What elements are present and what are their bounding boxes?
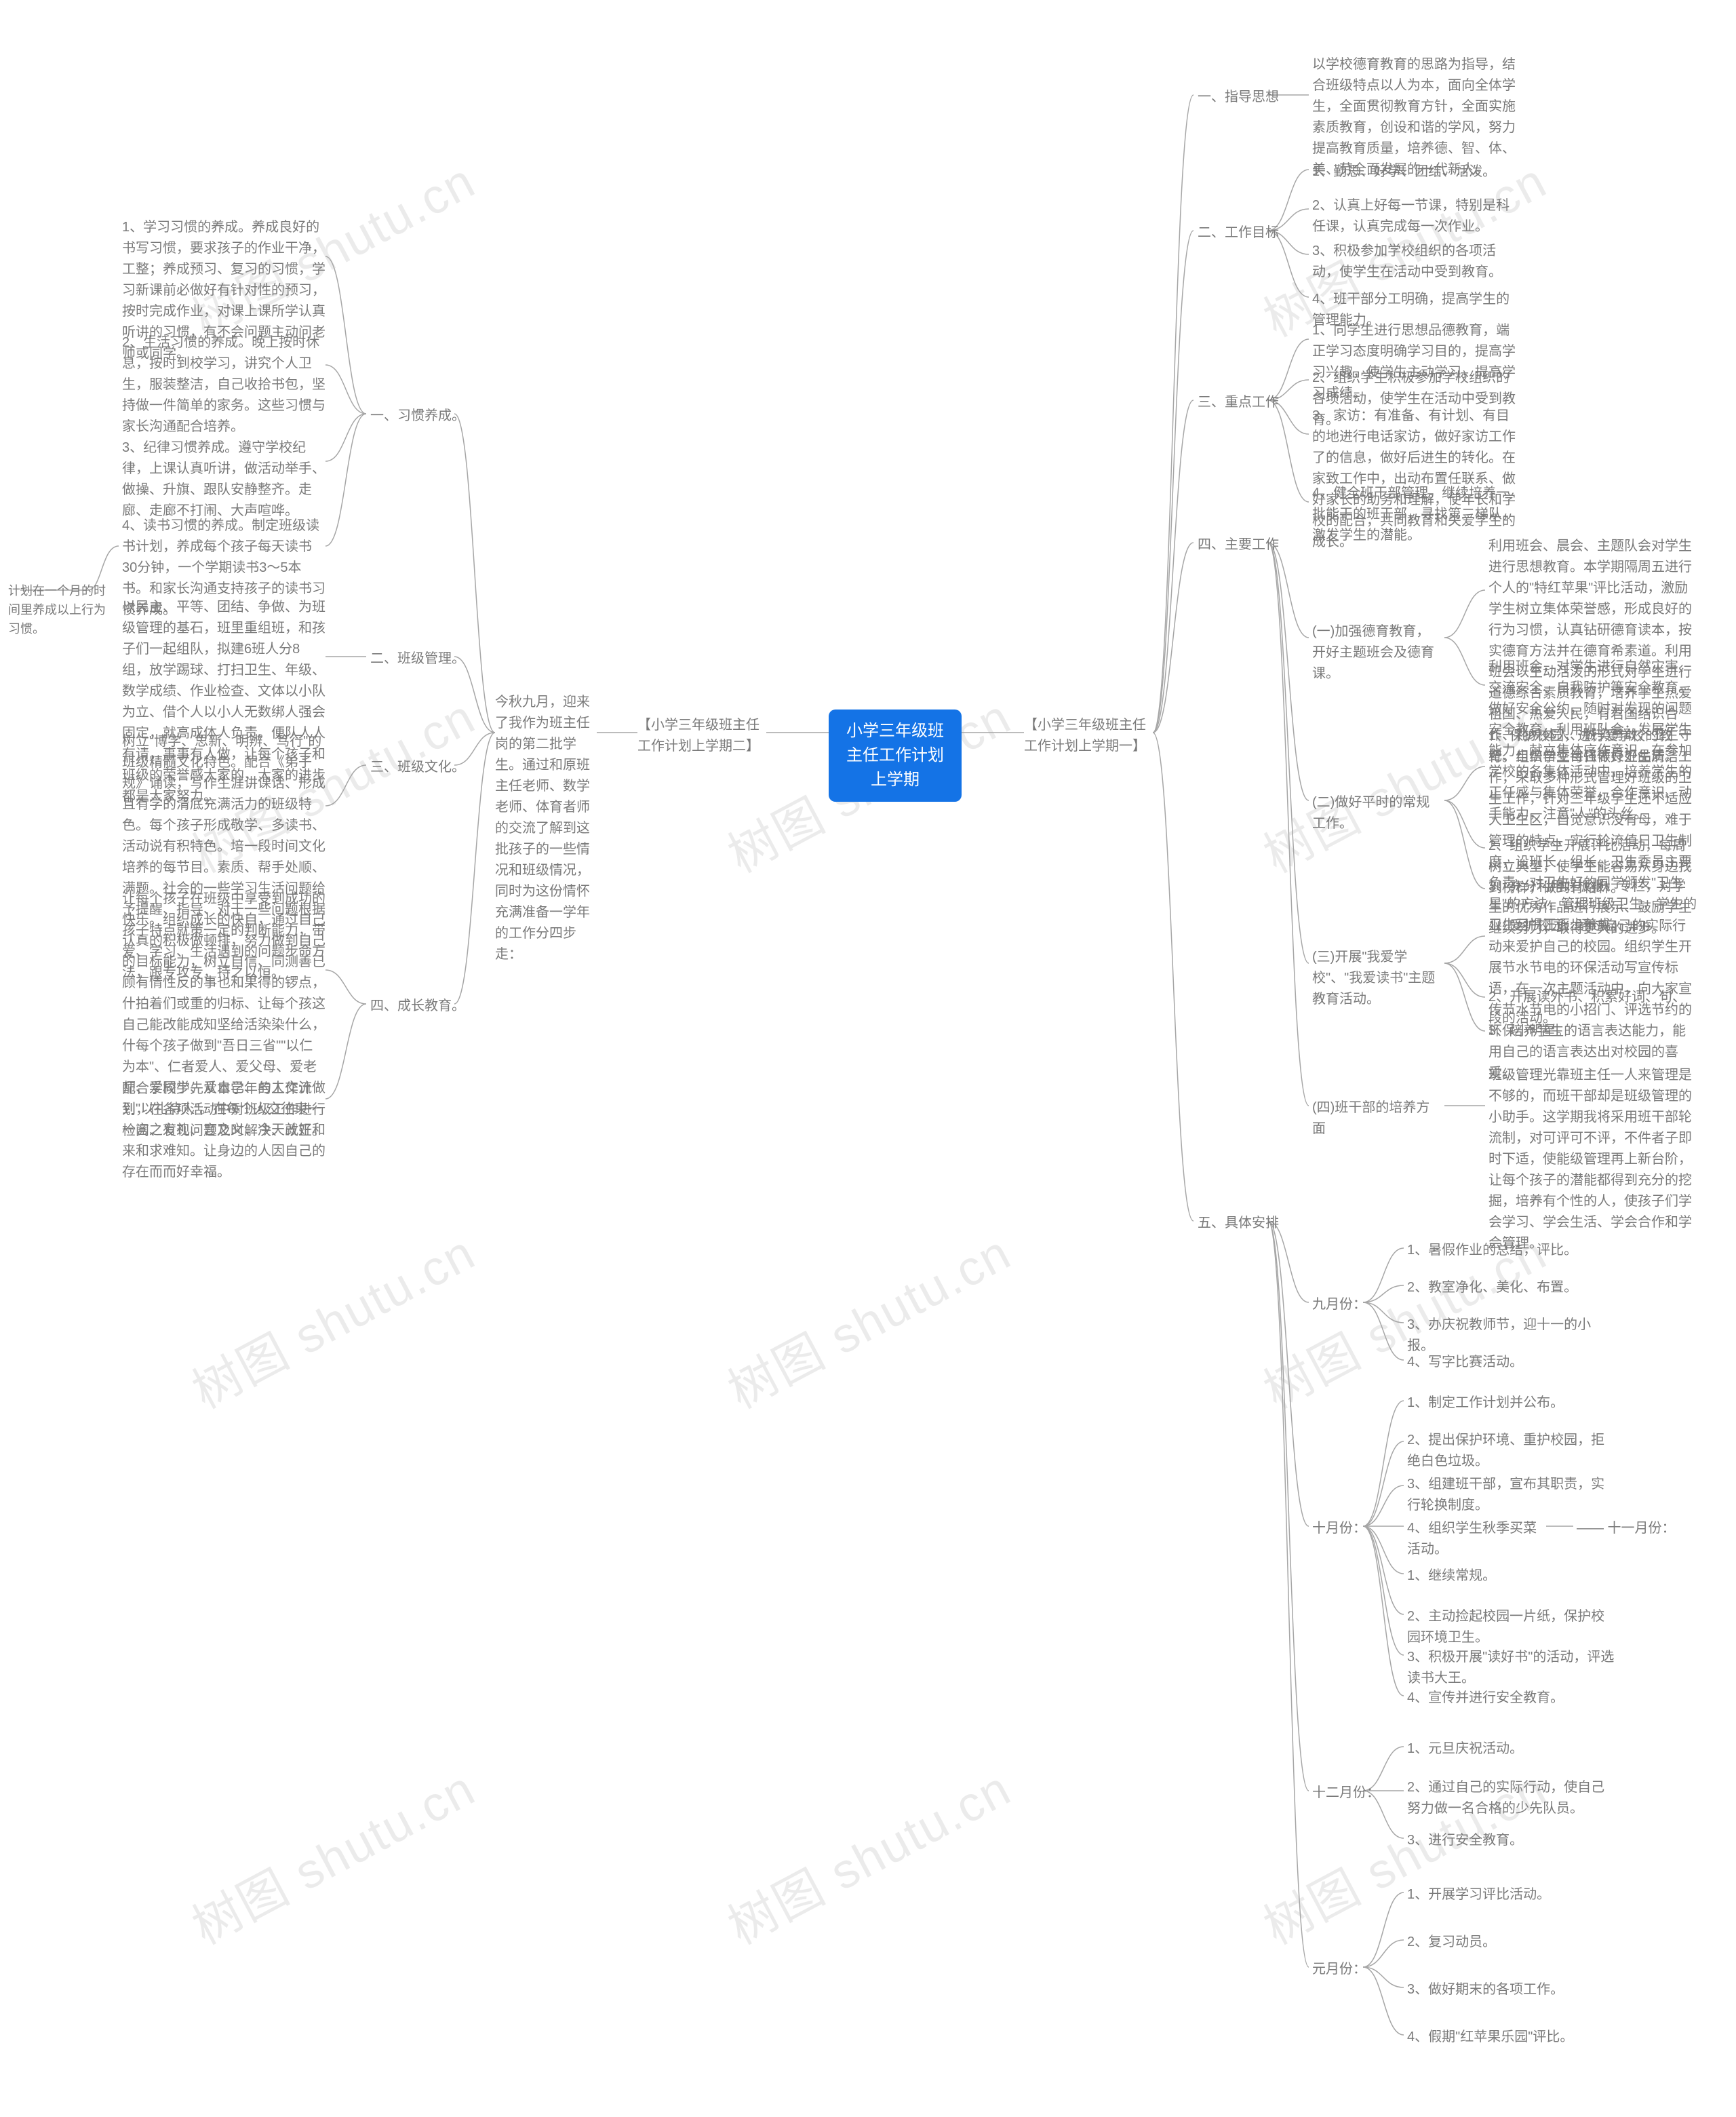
right-m1-title[interactable]: 元月份： bbox=[1312, 1959, 1366, 1980]
right-s4-2-title[interactable]: (二)做好平时的常规工作。 bbox=[1312, 792, 1441, 834]
right-m9-title[interactable]: 九月份： bbox=[1312, 1294, 1366, 1315]
left-s1-title[interactable]: 一、习惯养成。 bbox=[370, 406, 465, 427]
right-branch-title[interactable]: 【小学三年级班主任工作计划上学期一】 bbox=[1024, 715, 1153, 757]
right-s2-leaf: 1、勤思、好学、团结、活泼。 bbox=[1312, 161, 1516, 182]
left-s2-title[interactable]: 二、班级管理。 bbox=[370, 648, 465, 669]
right-m10-title[interactable]: 十月份： bbox=[1312, 1518, 1366, 1539]
right-m10-leaf: 3、组建班干部，宣布其职责，实行轮换制度。 bbox=[1407, 1474, 1611, 1516]
left-s3-title[interactable]: 三、班级文化。 bbox=[370, 757, 465, 778]
watermark: 树图 shutu.cn bbox=[713, 1213, 1021, 1422]
watermark: 树图 shutu.cn bbox=[713, 1749, 1021, 1958]
right-s4-3-title[interactable]: (三)开展"我爱学校"、"我爱读书"主题教育活动。 bbox=[1312, 947, 1441, 1010]
right-s2-title[interactable]: 二、工作目标 bbox=[1198, 222, 1279, 244]
right-m9-leaf: 4、写字比赛活动。 bbox=[1407, 1352, 1611, 1373]
right-m10-leaf: 1、制定工作计划并公布。 bbox=[1407, 1393, 1611, 1414]
left-s1-leaf: 3、纪律习惯养成。遵守学校纪律，上课认真听讲，做活动举手、做操、升旗、跟队安静整… bbox=[122, 438, 326, 522]
right-m10-tail: —— 十一月份： bbox=[1577, 1518, 1676, 1539]
right-m10-leaf: 2、主动捡起校园一片纸，保护校园环境卫生。 bbox=[1407, 1606, 1617, 1648]
root-node[interactable]: 小学三年级班主任工作计划上学期 bbox=[829, 710, 962, 802]
left-branch-title[interactable]: 【小学三年级班主任工作计划上学期二】 bbox=[637, 715, 766, 757]
right-m1-leaf: 1、开展学习评比活动。 bbox=[1407, 1884, 1611, 1905]
right-m12-leaf: 3、进行安全教育。 bbox=[1407, 1830, 1611, 1851]
right-m12-leaf: 1、元旦庆祝活动。 bbox=[1407, 1739, 1611, 1760]
right-s3-title[interactable]: 三、重点工作 bbox=[1198, 392, 1279, 413]
right-s2-leaf: 2、认真上好每一节课，特别是科任课，认真完成每一次作业。 bbox=[1312, 195, 1516, 237]
right-m1-leaf: 3、做好期末的各项工作。 bbox=[1407, 1979, 1611, 2000]
right-s4-4-body: 班级管理光靠班主任一人来管理是不够的，而班干部却是班级管理的小助手。这学期我将采… bbox=[1488, 1065, 1699, 1254]
right-m12-title[interactable]: 十二月份： bbox=[1312, 1783, 1380, 1804]
right-m9-leaf: 2、教室净化、美化、布置。 bbox=[1407, 1277, 1611, 1298]
left-footer: 计划在一个月的时间里养成以上行为习惯。 bbox=[8, 582, 117, 639]
right-m10-leaf: 3、积极开展"读好书"的活动，评选读书大王。 bbox=[1407, 1647, 1617, 1689]
right-s2-leaf: 3、积极参加学校组织的各项活动，使学生在活动中受到教育。 bbox=[1312, 241, 1516, 283]
right-m9-leaf: 1、暑假作业的总结，评比。 bbox=[1407, 1240, 1611, 1261]
right-m1-leaf: 2、复习动员。 bbox=[1407, 1932, 1611, 1953]
left-s1-leaf: 2、生活习惯的养成。晚上按时休息，按时到校学习，讲究个人卫生，服装整洁，自己收拾… bbox=[122, 332, 326, 438]
right-s4-title[interactable]: 四、主要工作 bbox=[1198, 535, 1279, 556]
right-s4-4-title[interactable]: (四)班干部的培养方面 bbox=[1312, 1098, 1441, 1140]
watermark: 树图 shutu.cn bbox=[178, 1749, 486, 1958]
right-m12-leaf: 2、通过自己的实际行动，使自己努力做一名合格的少先队员。 bbox=[1407, 1777, 1611, 1819]
right-m1-leaf: 4、假期"红苹果乐园"评比。 bbox=[1407, 2027, 1611, 2048]
right-m10-leaf: 4、组织学生秋季买菜活动。 bbox=[1407, 1518, 1543, 1560]
left-intro: 今秋九月，迎来了我作为班主任岗的第二批学生。通过和原班主任老师、数学老师、体育者… bbox=[495, 692, 597, 965]
right-s4-1-title[interactable]: (一)加强德育教育，开好主题班会及德育课。 bbox=[1312, 621, 1441, 684]
right-m10-leaf: 4、宣传并进行安全教育。 bbox=[1407, 1688, 1611, 1709]
right-s3-leaf: 4、健全班干部管理。继续培养一批能干的班干部，寻找第二梯队，激发学生的潜能。 bbox=[1312, 483, 1516, 546]
left-s4-leaf: 配合学校少先从本学年的工作计划，在各项活动中对班级工作进行检阅、发现问题及时解决… bbox=[122, 1079, 326, 1142]
left-s4-title[interactable]: 四、成长教育。 bbox=[370, 996, 465, 1017]
right-s5-title[interactable]: 五、具体安排 bbox=[1198, 1213, 1279, 1234]
right-m10-leaf: 1、继续常规。 bbox=[1407, 1566, 1611, 1587]
right-s1-title[interactable]: 一、指导思想 bbox=[1198, 87, 1279, 108]
watermark: 树图 shutu.cn bbox=[178, 1213, 486, 1422]
right-m10-leaf: 2、提出保护环境、重护校园，拒绝白色垃圾。 bbox=[1407, 1430, 1611, 1472]
right-m9-leaf: 3、办庆祝教师节，迎十一的小报。 bbox=[1407, 1315, 1611, 1357]
